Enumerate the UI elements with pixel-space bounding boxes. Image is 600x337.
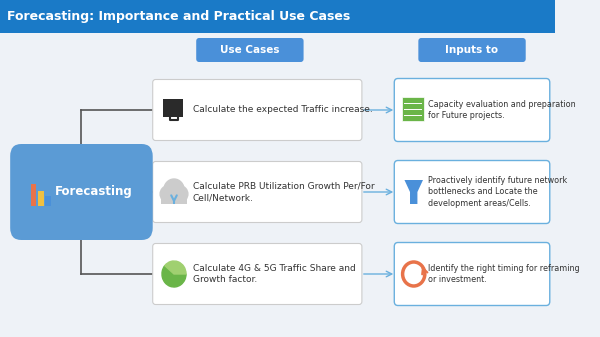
FancyBboxPatch shape <box>401 97 424 121</box>
Text: Inputs to: Inputs to <box>445 45 499 55</box>
FancyBboxPatch shape <box>161 194 187 204</box>
Wedge shape <box>165 261 186 274</box>
Text: Use Cases: Use Cases <box>220 45 280 55</box>
Text: Calculate PRB Utilization Growth Per/For
Cell/Network.: Calculate PRB Utilization Growth Per/For… <box>193 182 374 203</box>
Text: Forecasting: Importance and Practical Use Cases: Forecasting: Importance and Practical Us… <box>7 10 350 23</box>
FancyBboxPatch shape <box>196 38 304 62</box>
FancyBboxPatch shape <box>0 0 556 33</box>
FancyBboxPatch shape <box>31 184 36 206</box>
Text: Identify the right timing for reframing
or investment.: Identify the right timing for reframing … <box>428 264 579 284</box>
FancyBboxPatch shape <box>394 243 550 306</box>
FancyBboxPatch shape <box>38 191 44 206</box>
Text: Calculate the expected Traffic increase.: Calculate the expected Traffic increase. <box>193 105 372 115</box>
Text: Calculate 4G & 5G Traffic Share and
Growth factor.: Calculate 4G & 5G Traffic Share and Grow… <box>193 264 355 284</box>
FancyBboxPatch shape <box>418 38 526 62</box>
FancyBboxPatch shape <box>46 196 51 206</box>
Text: Capacity evaluation and preparation
for Future projects.: Capacity evaluation and preparation for … <box>428 100 575 120</box>
FancyBboxPatch shape <box>163 99 183 117</box>
Text: Forecasting: Forecasting <box>55 185 133 198</box>
Wedge shape <box>162 266 186 287</box>
Polygon shape <box>404 180 423 204</box>
FancyBboxPatch shape <box>394 79 550 142</box>
Text: Proactively identify future network
bottlenecks and Locate the
development areas: Proactively identify future network bott… <box>428 176 567 208</box>
FancyBboxPatch shape <box>153 244 362 305</box>
FancyBboxPatch shape <box>10 144 153 240</box>
Circle shape <box>173 186 188 202</box>
Circle shape <box>160 186 175 202</box>
Circle shape <box>164 179 184 201</box>
FancyBboxPatch shape <box>153 161 362 222</box>
FancyBboxPatch shape <box>394 160 550 223</box>
FancyBboxPatch shape <box>153 80 362 141</box>
